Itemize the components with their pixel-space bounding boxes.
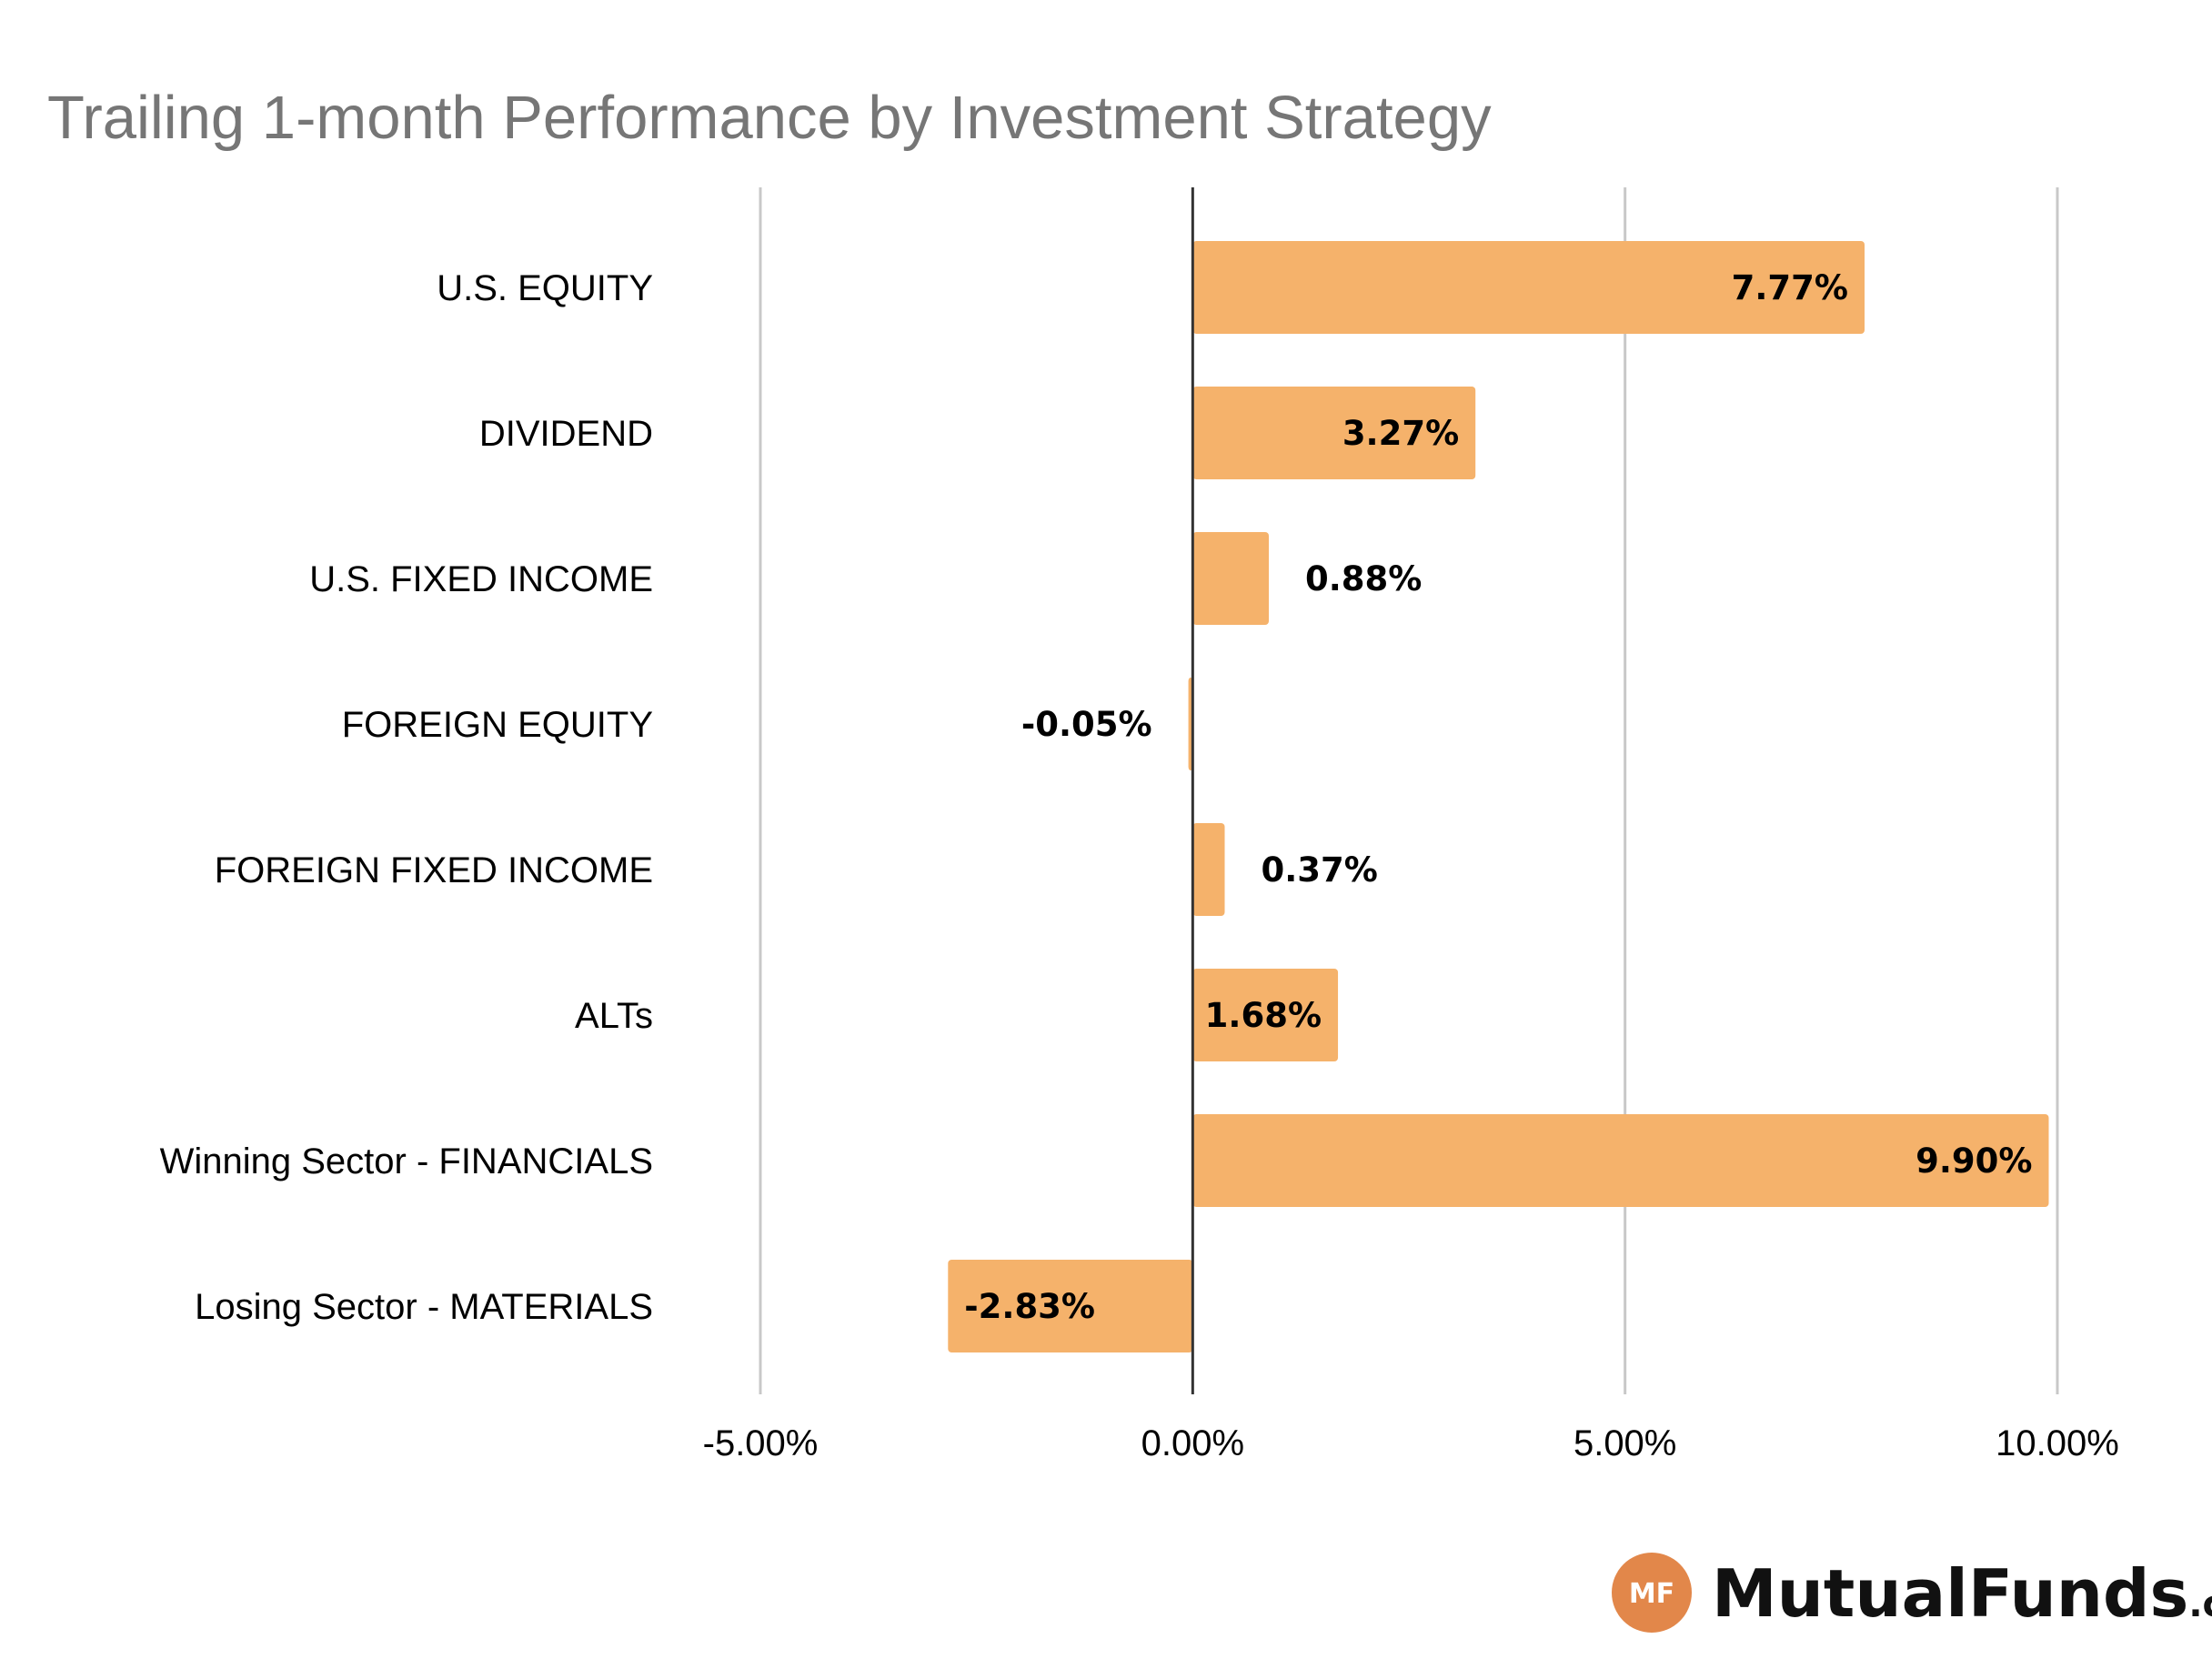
data-label: 9.90% xyxy=(1915,1141,2032,1181)
bar xyxy=(1192,387,1476,479)
data-label: 1.68% xyxy=(1205,996,1322,1035)
bar xyxy=(1192,1114,2049,1207)
x-tick-label: -5.00% xyxy=(703,1423,819,1463)
chart-title: Trailing 1-month Performance by Investme… xyxy=(47,84,1492,152)
bar xyxy=(1192,823,1225,916)
mutualfunds-logo: MF MutualFunds.com xyxy=(1612,1553,2212,1633)
bar xyxy=(948,1260,1193,1352)
data-label: 0.88% xyxy=(1305,559,1422,598)
grid-lines xyxy=(759,187,2059,1394)
data-label: -0.05% xyxy=(1021,705,1152,744)
data-label: -2.83% xyxy=(964,1287,1095,1326)
category-label: ALTs xyxy=(575,996,653,1036)
category-labels: U.S. EQUITY DIVIDEND U.S. FIXED INCOME FORE… xyxy=(160,268,653,1327)
x-tick-labels: -5.00% 0.00% 5.00% 10.00% xyxy=(703,1423,2119,1463)
category-label: U.S. EQUITY xyxy=(437,268,653,308)
x-tick-label: 5.00% xyxy=(1574,1423,1676,1463)
data-label: 7.77% xyxy=(1732,268,1848,307)
x-tick-label: 0.00% xyxy=(1141,1423,1244,1463)
data-label: 3.27% xyxy=(1342,414,1459,453)
bar xyxy=(1192,241,1865,334)
logo-badge-text: MF xyxy=(1629,1578,1674,1610)
category-label: FOREIGN EQUITY xyxy=(342,705,653,745)
logo-suffix: .com xyxy=(2188,1584,2212,1625)
bar xyxy=(1192,969,1339,1061)
bar xyxy=(1192,532,1269,625)
x-tick-label: 10.00% xyxy=(1996,1423,2119,1463)
bars xyxy=(948,241,2049,1352)
logo-badge-icon xyxy=(1612,1553,1692,1633)
category-label: Winning Sector - FINANCIALS xyxy=(160,1141,653,1181)
category-label: U.S. FIXED INCOME xyxy=(309,559,653,599)
category-label: DIVIDEND xyxy=(479,414,653,454)
category-label: Losing Sector - MATERIALS xyxy=(195,1287,653,1327)
logo-name: MutualFunds xyxy=(1712,1555,2188,1632)
category-label: FOREIGN FIXED INCOME xyxy=(215,850,653,890)
data-labels: 7.77% 3.27% 0.88% -0.05% 0.37% 1.68% 9.90% -2.8… xyxy=(964,268,2032,1326)
data-label: 0.37% xyxy=(1262,850,1378,890)
logo-wordmark: MutualFunds.com xyxy=(1712,1555,2212,1632)
